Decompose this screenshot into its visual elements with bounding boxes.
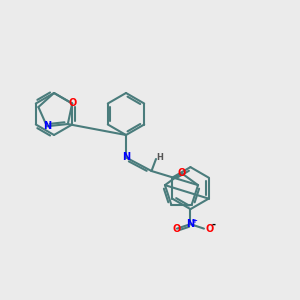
Text: O: O — [177, 168, 186, 178]
Text: +: + — [191, 218, 197, 224]
Text: N: N — [43, 121, 51, 131]
Text: O: O — [173, 224, 181, 234]
Text: -: - — [212, 220, 216, 230]
Text: O: O — [205, 224, 214, 234]
Text: H: H — [156, 153, 163, 162]
Text: O: O — [68, 98, 76, 109]
Text: N: N — [122, 152, 130, 163]
Text: N: N — [186, 219, 194, 229]
